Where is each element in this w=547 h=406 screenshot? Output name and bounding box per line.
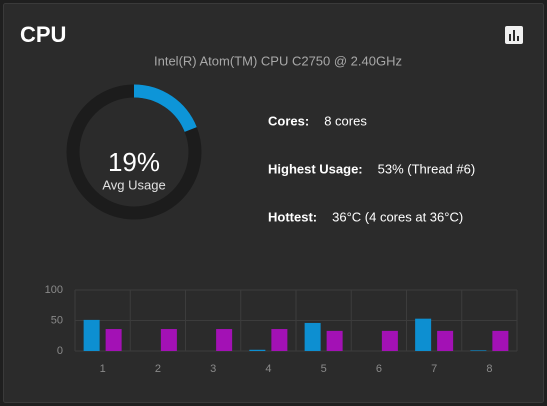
x-tick-label: 4	[265, 363, 271, 375]
stat-label: Cores:	[268, 113, 309, 128]
y-tick-label: 0	[57, 345, 63, 357]
bar	[437, 330, 454, 351]
bar	[249, 349, 266, 351]
bar	[271, 329, 288, 351]
bar	[470, 350, 487, 351]
stat-label: Hottest:	[268, 209, 317, 224]
x-tick-label: 8	[486, 363, 492, 375]
stat-label: Highest Usage:	[268, 161, 363, 176]
bar	[83, 319, 100, 351]
chart-icon-button[interactable]	[505, 26, 523, 44]
x-tick-label: 5	[321, 363, 327, 375]
gauge-arc	[133, 84, 197, 133]
icon-bar	[509, 34, 511, 41]
bar	[415, 318, 432, 351]
x-tick-label: 3	[210, 363, 216, 375]
bar	[105, 329, 122, 351]
x-tick-label: 6	[376, 363, 382, 375]
stat-value: 8 cores	[324, 113, 367, 128]
gauge-value: 19%	[108, 147, 160, 177]
bar	[216, 329, 233, 351]
y-tick-label: 50	[51, 314, 63, 326]
card	[3, 3, 544, 403]
bar	[160, 329, 177, 351]
bar	[381, 330, 398, 351]
stat-value: 53% (Thread #6)	[378, 161, 476, 176]
icon-bar	[513, 30, 515, 41]
widget-title: CPU	[20, 22, 66, 47]
x-tick-label: 2	[155, 363, 161, 375]
stat-value: 36°C (4 cores at 36°C)	[332, 209, 463, 224]
gauge-caption: Avg Usage	[102, 177, 165, 192]
icon-bar	[517, 36, 519, 41]
cpu-model: Intel(R) Atom(TM) CPU C2750 @ 2.40GHz	[154, 53, 402, 68]
bar	[326, 330, 343, 351]
x-tick-label: 7	[431, 363, 437, 375]
x-tick-label: 1	[100, 363, 106, 375]
y-tick-label: 100	[45, 284, 63, 296]
bar	[492, 330, 509, 351]
bar	[304, 322, 321, 351]
